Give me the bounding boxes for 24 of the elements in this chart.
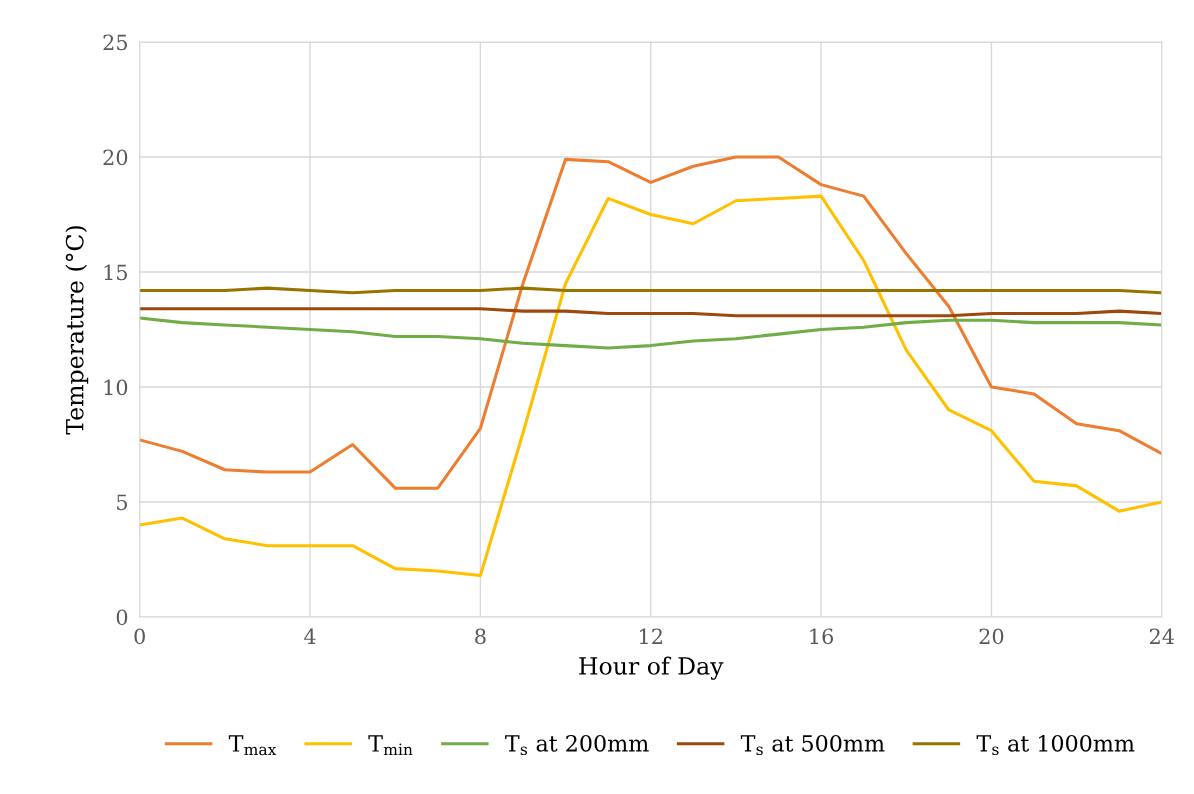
y-tick-label: 5 [117, 494, 127, 511]
x-tick-label: 4 [304, 628, 316, 644]
legend-label: T$_{s}$ at 200mm [505, 734, 649, 756]
x-tick-label: 24 [1149, 628, 1174, 644]
line-series [139, 316, 1162, 350]
x-tick-label: 8 [475, 628, 486, 645]
y-axis-title: Temperature (°C) [65, 226, 89, 435]
y-tick-label: 25 [103, 34, 127, 51]
x-tick-label: 12 [640, 628, 662, 644]
legend-label: T$_{min}$ [368, 735, 413, 755]
line-series [139, 194, 1162, 578]
x-tick-label: 16 [810, 628, 834, 645]
y-tick-label: 15 [104, 264, 127, 281]
x-tick-label: 0 [134, 628, 145, 645]
x-tick-label: 20 [979, 628, 1004, 645]
y-tick-label: 20 [103, 149, 128, 166]
line-series [139, 307, 1162, 318]
legend-label: T$_{max}$ [228, 735, 277, 756]
x-axis-title: Hour of Day [579, 656, 724, 680]
y-tick-label: 10 [104, 379, 128, 396]
y-tick-label: 0 [116, 609, 128, 626]
legend-label: T$_{s}$ at 500mm [740, 734, 885, 756]
line-series [139, 155, 1162, 490]
legend-label: T$_{s}$ at 1000mm [976, 734, 1135, 756]
